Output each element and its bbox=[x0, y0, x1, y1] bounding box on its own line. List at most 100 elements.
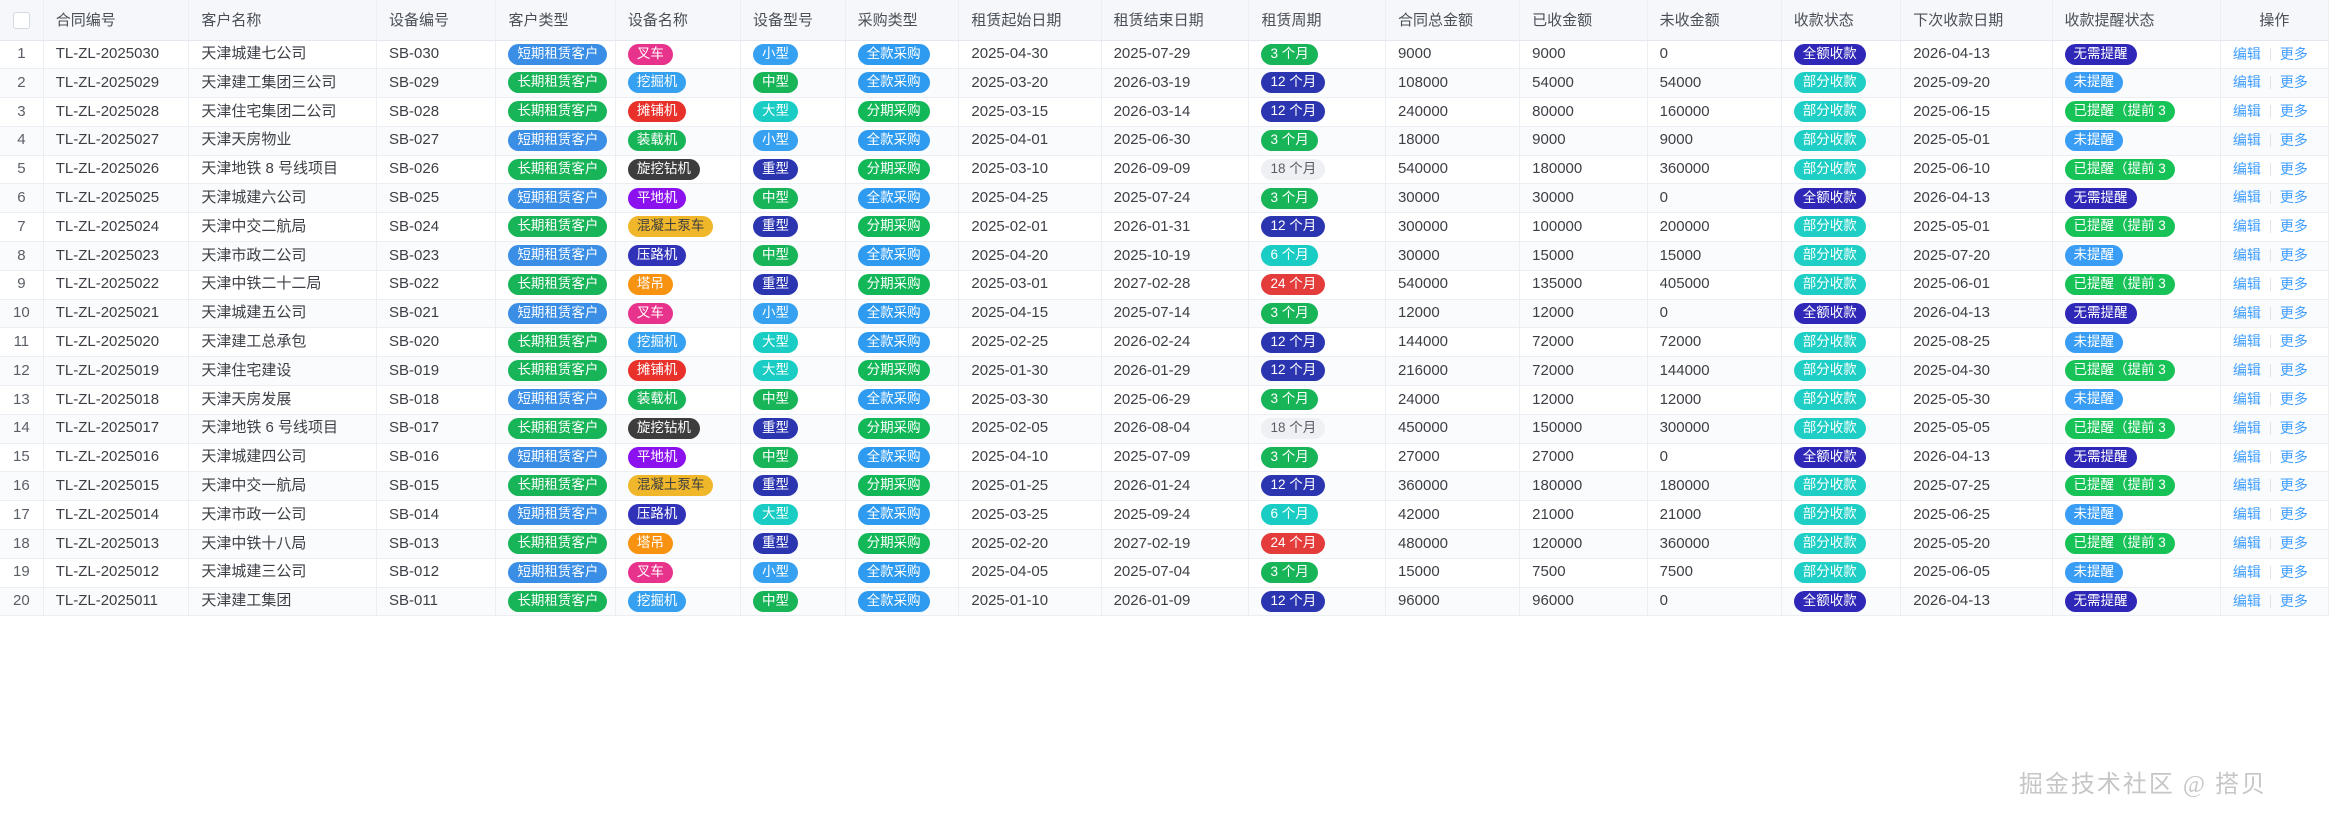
more-button[interactable]: 更多 bbox=[2279, 592, 2308, 609]
edit-button[interactable]: 编辑 bbox=[2232, 131, 2261, 148]
table-row[interactable]: 9 TL-ZL-2025022 天津中铁二十二局 SB-022 长期租赁客户 塔吊 重型 分期… bbox=[0, 270, 2329, 300]
column-header-remind-status[interactable]: 收款提醒状态 bbox=[2052, 0, 2221, 41]
table-row[interactable]: 1 TL-ZL-2025030 天津城建七公司 SB-030 短期租赁客户 叉车 小型 全款采… bbox=[0, 40, 2329, 70]
edit-button[interactable]: 编辑 bbox=[2232, 218, 2261, 235]
cell-total-amount: 480000 bbox=[1385, 529, 1521, 559]
column-header-customer[interactable]: 客户名称 bbox=[188, 0, 377, 41]
table-row[interactable]: 13 TL-ZL-2025018 天津天房发展 SB-018 短期租赁客户 装载机 中型 全款… bbox=[0, 385, 2329, 415]
more-button[interactable]: 更多 bbox=[2279, 304, 2308, 321]
table-row[interactable]: 16 TL-ZL-2025015 天津中交一航局 SB-015 长期租赁客户 混凝土泵车 重… bbox=[0, 471, 2329, 502]
cell-customer: 天津建工总承包 bbox=[188, 327, 377, 358]
column-header-total-amount[interactable]: 合同总金额 bbox=[1385, 0, 1521, 41]
more-button[interactable]: 更多 bbox=[2279, 563, 2308, 580]
table-row[interactable]: 17 TL-ZL-2025014 天津市政一公司 SB-014 短期租赁客户 压路机 大型 全… bbox=[0, 500, 2329, 531]
edit-button[interactable]: 编辑 bbox=[2232, 333, 2261, 350]
table-row[interactable]: 2 TL-ZL-2025029 天津建工集团三公司 SB-029 长期租赁客户 挖掘机 中型… bbox=[0, 68, 2329, 99]
cell-next-date: 2025-08-25 bbox=[1900, 327, 2053, 358]
table-row[interactable]: 6 TL-ZL-2025025 天津城建六公司 SB-025 短期租赁客户 平地机 中型 全款… bbox=[0, 183, 2329, 214]
more-button[interactable]: 更多 bbox=[2279, 160, 2308, 177]
edit-button[interactable]: 编辑 bbox=[2232, 74, 2261, 91]
cell-paid-amount: 150000 bbox=[1519, 414, 1648, 444]
select-all-checkbox[interactable] bbox=[12, 11, 30, 29]
cell-equip-no: SB-011 bbox=[376, 587, 497, 617]
cell-pay-status: 部分收款 bbox=[1781, 529, 1902, 559]
more-button[interactable]: 更多 bbox=[2279, 506, 2308, 523]
column-header-equip-no[interactable]: 设备编号 bbox=[376, 0, 497, 41]
column-header-end-date[interactable]: 租赁结束日期 bbox=[1101, 0, 1250, 41]
action-separator bbox=[2269, 105, 2271, 119]
edit-button[interactable]: 编辑 bbox=[2232, 247, 2261, 264]
table-row[interactable]: 15 TL-ZL-2025016 天津城建四公司 SB-016 短期租赁客户 平地机 中型 全… bbox=[0, 443, 2329, 473]
cell-remind-status-tag: 未提醒 bbox=[2064, 129, 2123, 151]
edit-button[interactable]: 编辑 bbox=[2232, 391, 2261, 408]
column-header-pay-status[interactable]: 收款状态 bbox=[1781, 0, 1902, 41]
more-button[interactable]: 更多 bbox=[2279, 448, 2308, 465]
table-row[interactable]: 8 TL-ZL-2025023 天津市政二公司 SB-023 短期租赁客户 压路机 中型 全款… bbox=[0, 241, 2329, 271]
table-row[interactable]: 3 TL-ZL-2025028 天津住宅集团二公司 SB-028 长期租赁客户 摊铺机 大型… bbox=[0, 97, 2329, 127]
more-button[interactable]: 更多 bbox=[2279, 275, 2308, 292]
edit-button[interactable]: 编辑 bbox=[2232, 506, 2261, 523]
more-button[interactable]: 更多 bbox=[2279, 391, 2308, 408]
edit-button[interactable]: 编辑 bbox=[2232, 45, 2261, 62]
edit-button[interactable]: 编辑 bbox=[2232, 103, 2261, 120]
cell-pay-status-tag: 全额收款 bbox=[1793, 302, 1866, 324]
edit-button[interactable]: 编辑 bbox=[2232, 189, 2261, 206]
edit-button[interactable]: 编辑 bbox=[2232, 304, 2261, 321]
edit-button[interactable]: 编辑 bbox=[2232, 362, 2261, 379]
more-button[interactable]: 更多 bbox=[2279, 477, 2308, 494]
more-button[interactable]: 更多 bbox=[2279, 362, 2308, 379]
column-header-equip-size[interactable]: 设备型号 bbox=[740, 0, 846, 41]
edit-button[interactable]: 编辑 bbox=[2232, 160, 2261, 177]
column-header-next-date[interactable]: 下次收款日期 bbox=[1900, 0, 2053, 41]
edit-button[interactable]: 编辑 bbox=[2232, 477, 2261, 494]
table-row[interactable]: 12 TL-ZL-2025019 天津住宅建设 SB-019 长期租赁客户 摊铺机 大型 分期… bbox=[0, 356, 2329, 387]
cell-customer-type-tag: 长期租赁客户 bbox=[508, 360, 608, 382]
column-header-start-date[interactable]: 租赁起始日期 bbox=[958, 0, 1102, 41]
table-row[interactable]: 19 TL-ZL-2025012 天津城建三公司 SB-012 短期租赁客户 叉车 小型 全款… bbox=[0, 558, 2329, 588]
more-button[interactable]: 更多 bbox=[2279, 74, 2308, 91]
more-button[interactable]: 更多 bbox=[2279, 535, 2308, 552]
column-header-unpaid-amount[interactable]: 未收金额 bbox=[1647, 0, 1782, 41]
edit-button[interactable]: 编辑 bbox=[2232, 535, 2261, 552]
more-button[interactable]: 更多 bbox=[2279, 189, 2308, 206]
column-header-customer-type[interactable]: 客户类型 bbox=[495, 0, 616, 41]
edit-button[interactable]: 编辑 bbox=[2232, 563, 2261, 580]
cell-next-date: 2026-04-13 bbox=[1900, 443, 2053, 473]
table-row[interactable]: 4 TL-ZL-2025027 天津天房物业 SB-027 短期租赁客户 装载机 小型 全款采… bbox=[0, 126, 2329, 156]
column-header-period[interactable]: 租赁周期 bbox=[1248, 0, 1386, 41]
column-header-contract-no[interactable]: 合同编号 bbox=[43, 0, 190, 41]
table-row[interactable]: 7 TL-ZL-2025024 天津中交二航局 SB-024 长期租赁客户 混凝土泵车 重型… bbox=[0, 212, 2329, 243]
cell-pay-status-tag: 部分收款 bbox=[1793, 389, 1866, 411]
action-separator bbox=[2269, 479, 2271, 493]
cell-start-date: 2025-02-01 bbox=[958, 212, 1102, 243]
table-row[interactable]: 20 TL-ZL-2025011 天津建工集团 SB-011 长期租赁客户 挖掘机 中型 全款… bbox=[0, 587, 2329, 617]
more-button[interactable]: 更多 bbox=[2279, 247, 2308, 264]
cell-period-tag: 12 个月 bbox=[1261, 360, 1326, 382]
column-header-purchase-type[interactable]: 采购类型 bbox=[845, 0, 960, 41]
more-button[interactable]: 更多 bbox=[2279, 218, 2308, 235]
edit-button[interactable]: 编辑 bbox=[2232, 448, 2261, 465]
more-button[interactable]: 更多 bbox=[2279, 131, 2308, 148]
more-button[interactable]: 更多 bbox=[2279, 333, 2308, 350]
table-row[interactable]: 10 TL-ZL-2025021 天津城建五公司 SB-021 短期租赁客户 叉车 小型 全款… bbox=[0, 299, 2329, 329]
column-header-paid-amount[interactable]: 已收金额 bbox=[1519, 0, 1648, 41]
edit-button[interactable]: 编辑 bbox=[2232, 419, 2261, 436]
cell-equip-name: 塔吊 bbox=[615, 270, 742, 300]
table-row[interactable]: 11 TL-ZL-2025020 天津建工总承包 SB-020 长期租赁客户 挖掘机 大型 全… bbox=[0, 327, 2329, 358]
table-row[interactable]: 5 TL-ZL-2025026 天津地铁 8 号线项目 SB-026 长期租赁客户 旋挖钻… bbox=[0, 155, 2329, 185]
edit-button[interactable]: 编辑 bbox=[2232, 275, 2261, 292]
column-header-equip-name[interactable]: 设备名称 bbox=[615, 0, 742, 41]
more-button[interactable]: 更多 bbox=[2279, 45, 2308, 62]
more-button[interactable]: 更多 bbox=[2279, 103, 2308, 120]
edit-button[interactable]: 编辑 bbox=[2232, 592, 2261, 609]
table-row[interactable]: 18 TL-ZL-2025013 天津中铁十八局 SB-013 长期租赁客户 塔吊 重型 分期… bbox=[0, 529, 2329, 559]
table-body: 1 TL-ZL-2025030 天津城建七公司 SB-030 短期租赁客户 叉车 小型 全款采… bbox=[0, 40, 2329, 617]
table-row[interactable]: 14 TL-ZL-2025017 天津地铁 6 号线项目 SB-017 长期租赁客户 旋挖… bbox=[0, 414, 2329, 444]
select-all-header[interactable] bbox=[0, 0, 44, 41]
cell-purchase-type-tag: 全款采购 bbox=[857, 561, 930, 583]
more-button[interactable]: 更多 bbox=[2279, 419, 2308, 436]
cell-actions: 编辑 更多 bbox=[2219, 356, 2329, 387]
action-separator bbox=[2269, 306, 2271, 320]
cell-next-date: 2025-07-25 bbox=[1900, 471, 2053, 502]
